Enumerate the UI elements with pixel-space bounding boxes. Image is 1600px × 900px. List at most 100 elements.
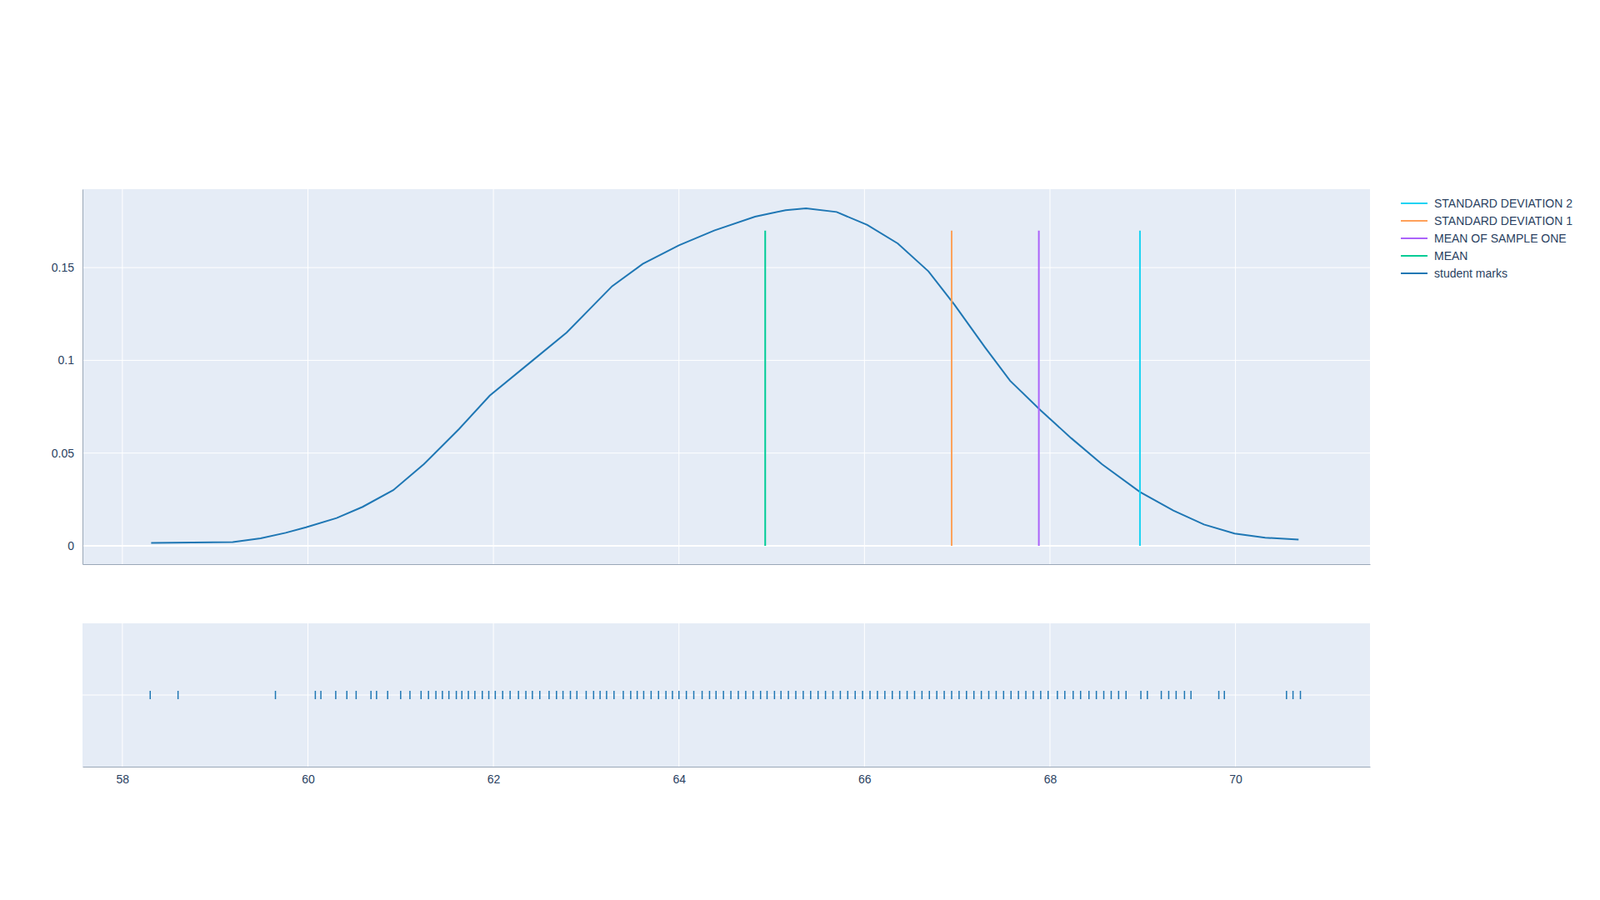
- rug-tick: [1032, 690, 1035, 700]
- rug-tick: [636, 690, 639, 700]
- rug-tick: [701, 690, 704, 700]
- tick: 66: [858, 766, 872, 786]
- rug-tick: [315, 690, 317, 700]
- rug-tick: [539, 690, 541, 700]
- rug-tick: [1110, 690, 1113, 700]
- rug-tick: [1040, 690, 1042, 700]
- rug-tick: [832, 690, 835, 700]
- rug-tick: [943, 690, 945, 700]
- rug-tick: [613, 690, 615, 700]
- legend-item[interactable]: MEAN OF SAMPLE ONE: [1400, 231, 1567, 245]
- legend-label: student marks: [1434, 266, 1508, 280]
- rug-tick: [1088, 690, 1090, 700]
- rug-tick: [921, 690, 924, 700]
- rug-tick: [400, 690, 402, 700]
- rug-tick: [884, 690, 886, 700]
- rug-tick: [950, 690, 953, 700]
- rug-tick: [869, 690, 871, 700]
- tick: 0: [67, 539, 83, 553]
- rug-tick: [427, 690, 430, 700]
- rug-tick: [1047, 690, 1050, 700]
- x-grid-line: [307, 189, 309, 565]
- rug-tick: [973, 690, 975, 700]
- rug-tick: [678, 690, 680, 700]
- rug-tick: [375, 690, 378, 700]
- rug-tick: [958, 690, 960, 700]
- legend-item[interactable]: student marks: [1400, 266, 1508, 280]
- rug-tick: [441, 690, 444, 700]
- legend-item[interactable]: STANDARD DEVIATION 1: [1400, 214, 1573, 228]
- rug-tick: [1218, 690, 1220, 700]
- rug-tick: [448, 690, 450, 700]
- series-line: [950, 230, 953, 546]
- x-axis-main: [83, 564, 1371, 566]
- rug-tick: [780, 690, 782, 700]
- legend-label: MEAN: [1434, 249, 1468, 263]
- rug-tick: [320, 690, 322, 700]
- rug-tick: [1095, 690, 1098, 700]
- rug-tick: [1190, 690, 1192, 700]
- rug-tick: [810, 690, 812, 700]
- tick-label: 62: [487, 772, 501, 786]
- rug-tick: [555, 690, 558, 700]
- legend-item[interactable]: STANDARD DEVIATION 2: [1400, 196, 1573, 210]
- legend-item[interactable]: MEAN: [1400, 249, 1468, 263]
- rug-tick: [488, 690, 490, 700]
- rug-tick: [914, 690, 916, 700]
- rug-tick: [593, 690, 595, 700]
- rug-tick: [709, 690, 711, 700]
- rug-tick: [370, 690, 372, 700]
- rug-tick: [817, 690, 820, 700]
- rug-tick: [461, 690, 464, 700]
- rug-tick: [876, 690, 879, 700]
- legend-label: STANDARD DEVIATION 1: [1434, 214, 1573, 228]
- chart: 00.050.10.1558606264666870STANDARD DEVIA…: [0, 0, 1600, 900]
- rug-tick: [643, 690, 645, 700]
- rug-tick: [1056, 690, 1059, 700]
- tick: 70: [1229, 766, 1243, 786]
- rug-tick: [906, 690, 909, 700]
- rug-background: [82, 623, 1370, 767]
- series-line: [150, 208, 1299, 543]
- plot-area: [150, 208, 1299, 546]
- rug-tick: [630, 690, 632, 700]
- y-grid-line: [82, 267, 1370, 269]
- rug-tick: [1003, 690, 1005, 700]
- rug-tick: [795, 690, 797, 700]
- tick-label: 64: [672, 772, 686, 786]
- rug-tick: [760, 690, 762, 700]
- rug-tick: [1125, 690, 1128, 700]
- rug-tick: [929, 690, 931, 700]
- rug-tick: [409, 690, 411, 700]
- grid: [82, 189, 1370, 767]
- rug-tick: [1072, 690, 1075, 700]
- series-line: [1038, 230, 1040, 546]
- x-grid-line: [121, 189, 123, 565]
- legend-swatch: [1400, 202, 1428, 205]
- rug-tick: [1285, 690, 1288, 700]
- tick-label: 0.1: [58, 353, 75, 367]
- rug-tick: [481, 690, 484, 700]
- tick: 0.15: [51, 260, 83, 275]
- rug-tick: [1223, 690, 1225, 700]
- y-grid-line: [82, 360, 1370, 361]
- rug-tick: [752, 690, 755, 700]
- rug-tick: [335, 690, 337, 700]
- rug-tick: [1025, 690, 1027, 700]
- rug-tick: [622, 690, 625, 700]
- rug-tick: [1103, 690, 1105, 700]
- rug-tick: [737, 690, 740, 700]
- plot-background: [82, 189, 1370, 565]
- rug-tick: [501, 690, 504, 700]
- legend-swatch: [1400, 237, 1428, 240]
- rug-tick: [861, 690, 864, 700]
- rug-tick: [509, 690, 511, 700]
- rug-tick: [1140, 690, 1142, 700]
- rug-tick: [495, 690, 497, 700]
- rug-tick: [562, 690, 565, 700]
- rug-tick: [1300, 690, 1302, 700]
- rug-tick: [1292, 690, 1295, 700]
- tick-label: 66: [858, 772, 872, 786]
- legend-swatch: [1400, 272, 1428, 275]
- rug-tick: [935, 690, 938, 700]
